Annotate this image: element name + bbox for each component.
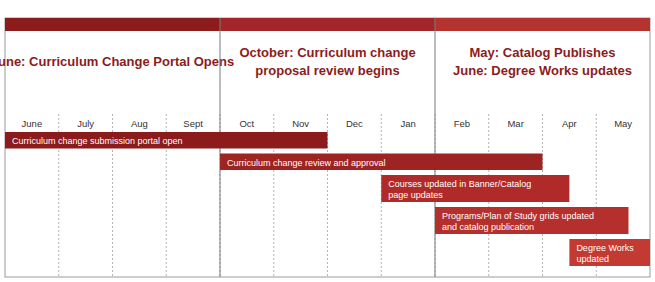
month-label: Nov xyxy=(292,118,309,129)
month-label: July xyxy=(77,118,94,129)
header-title: May: Catalog Publishes xyxy=(470,45,616,60)
headers: June: Curriculum Change Portal Opens Octo… xyxy=(0,18,650,277)
month-label: Aug xyxy=(131,118,148,129)
task-bar xyxy=(5,132,328,149)
month-label: Mar xyxy=(507,118,523,129)
task-label: Curriculum change submission portal open xyxy=(12,136,183,146)
task-bar xyxy=(220,154,543,171)
task-label: Degree Works xyxy=(576,243,634,253)
task-label: page updates xyxy=(388,190,443,200)
timeline-chart: June: Curriculum Change Portal Opens Octo… xyxy=(0,0,655,282)
month-label: June xyxy=(22,118,43,129)
month-label: Apr xyxy=(562,118,577,129)
task-label: and catalog publication xyxy=(442,222,534,232)
month-label: Dec xyxy=(346,118,363,129)
month-label: Oct xyxy=(239,118,254,129)
header-title: October: Curriculum change xyxy=(239,45,415,60)
task-label: Curriculum change review and approval xyxy=(227,158,386,168)
task-bar xyxy=(569,239,650,266)
header-band xyxy=(5,18,220,31)
header-title: June: Curriculum Change Portal Opens xyxy=(0,54,234,69)
section-divider xyxy=(435,18,436,277)
task-bar xyxy=(435,207,629,234)
task-bar xyxy=(381,175,569,202)
header-title: June: Degree Works updates xyxy=(453,63,632,78)
task-label: Courses updated in Banner/Catalog xyxy=(388,179,531,189)
month-label: Jan xyxy=(400,118,415,129)
header-band xyxy=(435,18,650,31)
month-labels: June July Aug Sept Oct Nov Dec Jan Feb Mar Apr May xyxy=(22,118,633,129)
header-band xyxy=(220,18,435,31)
task-label: Programs/Plan of Study grids updated xyxy=(442,211,594,221)
bar-labels: Curriculum change submission portal open… xyxy=(12,136,634,264)
bars xyxy=(5,132,650,266)
month-label: Sept xyxy=(183,118,203,129)
header-title: proposal review begins xyxy=(255,63,400,78)
task-label: updated xyxy=(576,254,609,264)
month-label: Feb xyxy=(454,118,470,129)
month-label: May xyxy=(614,118,632,129)
